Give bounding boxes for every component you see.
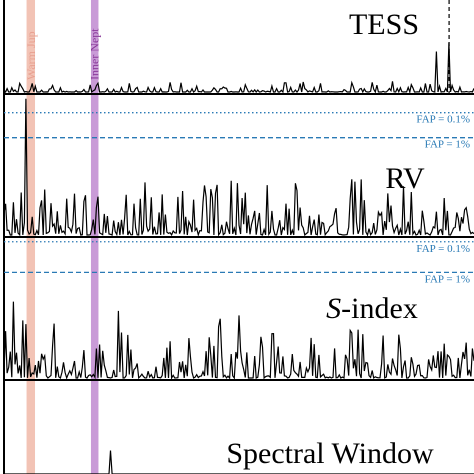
band-labels: Warm Jup Inner Nept: [24, 28, 102, 80]
title-rest: -index: [341, 292, 418, 325]
series-layer: [3, 0, 474, 95]
panel-title: Spectral Window: [226, 437, 434, 470]
fap-label-0: FAP = 0.1%: [416, 243, 470, 255]
band-label-0: Warm Jup: [24, 31, 38, 80]
panel-title: S-index: [326, 292, 418, 325]
series-layer: [3, 98, 474, 237]
title-italic: S: [326, 292, 341, 325]
panel-tess: TESS: [3, 0, 474, 95]
series-line: [3, 301, 474, 381]
fap-label-1: FAP = 1%: [425, 273, 470, 285]
fap-layer: FAP = 0.1% FAP = 1%: [4, 241, 474, 285]
series-layer: [3, 301, 474, 381]
panel-rv: FAP = 0.1% FAP = 1% RV: [3, 93, 474, 238]
fap-label-0: FAP = 0.1%: [416, 114, 470, 126]
panel-window: Spectral Window: [3, 379, 474, 474]
series-line: [3, 42, 474, 95]
panel-sindex: FAP = 0.1% FAP = 1% S-index: [3, 236, 474, 381]
fap-layer: FAP = 0.1% FAP = 1%: [4, 112, 474, 151]
band-label-1: Inner Nept: [88, 28, 102, 80]
series-line: [3, 98, 474, 237]
panel-frame: [3, 379, 474, 474]
fap-label-1: FAP = 1%: [425, 139, 470, 151]
panel-title: RV: [385, 162, 425, 195]
panel-title: TESS: [349, 8, 419, 41]
